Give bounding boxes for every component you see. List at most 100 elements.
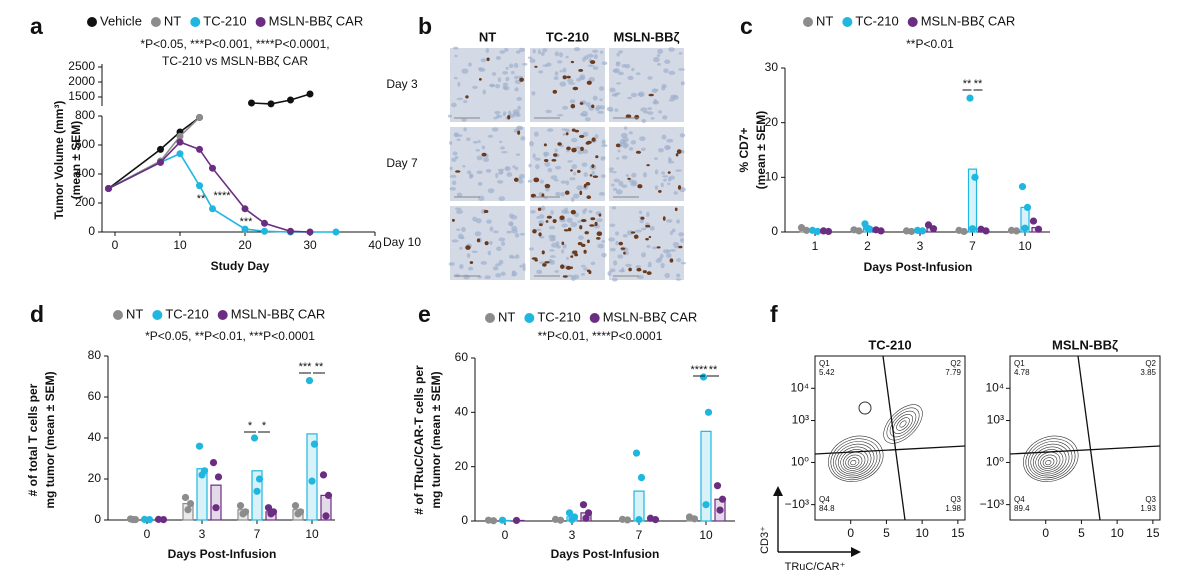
data-point bbox=[196, 145, 203, 153]
x-tick-label: 7 bbox=[636, 528, 643, 542]
nucleus bbox=[509, 256, 516, 259]
y-tick-label: 60 bbox=[88, 389, 102, 403]
nucleus bbox=[599, 50, 604, 54]
nucleus bbox=[630, 140, 637, 145]
legend-swatch bbox=[113, 310, 123, 320]
x-tick-label: 40 bbox=[368, 238, 382, 252]
stained-cell bbox=[552, 89, 558, 94]
nucleus bbox=[585, 102, 591, 108]
contour bbox=[1027, 441, 1073, 479]
nucleus bbox=[451, 180, 457, 186]
stained-cell bbox=[677, 185, 682, 190]
legend-swatch bbox=[255, 17, 266, 27]
data-point bbox=[324, 491, 333, 499]
nucleus bbox=[566, 78, 574, 83]
stained-cell bbox=[452, 218, 455, 222]
ihc-image bbox=[450, 127, 525, 201]
nucleus bbox=[522, 263, 526, 268]
y-tick-label: 10⁰ bbox=[986, 455, 1004, 469]
nucleus bbox=[642, 172, 647, 178]
nucleus bbox=[659, 253, 664, 259]
stained-cell bbox=[572, 250, 577, 254]
stained-cell bbox=[640, 216, 645, 220]
y-axis-label: mg tumor (mean ± SEM) bbox=[429, 371, 443, 508]
subtitle: **P<0.01 bbox=[906, 37, 954, 51]
stained-cell bbox=[571, 147, 577, 153]
nucleus bbox=[611, 93, 617, 97]
x-tick-label: 7 bbox=[254, 527, 261, 541]
data-point bbox=[212, 504, 220, 512]
data-point bbox=[198, 471, 206, 479]
nucleus bbox=[462, 164, 466, 168]
nucleus bbox=[617, 149, 621, 153]
nucleus bbox=[456, 209, 464, 215]
stained-cell bbox=[589, 224, 595, 227]
nucleus bbox=[485, 168, 492, 173]
nucleus bbox=[489, 226, 494, 232]
nucleus bbox=[472, 216, 478, 222]
contour bbox=[837, 446, 872, 475]
nucleus bbox=[518, 47, 525, 52]
nucleus bbox=[668, 99, 675, 102]
nucleus bbox=[639, 136, 646, 142]
data-point bbox=[824, 227, 833, 236]
nucleus bbox=[538, 214, 545, 219]
panel-letter: a bbox=[30, 13, 43, 39]
nucleus bbox=[448, 262, 455, 266]
nucleus bbox=[592, 49, 599, 53]
stained-cell bbox=[551, 158, 557, 162]
y-tick-label: 30 bbox=[765, 60, 779, 74]
bar bbox=[251, 470, 263, 521]
x-tick-label: 10 bbox=[173, 238, 187, 252]
nucleus bbox=[656, 54, 661, 58]
nucleus bbox=[599, 98, 603, 102]
nucleus bbox=[666, 138, 674, 143]
nucleus bbox=[463, 274, 470, 280]
nucleus bbox=[668, 70, 676, 75]
data-point bbox=[267, 510, 275, 518]
stained-cell bbox=[559, 215, 565, 221]
stained-cell bbox=[637, 184, 643, 189]
nucleus bbox=[502, 82, 509, 86]
nucleus bbox=[628, 146, 634, 151]
stained-cell bbox=[628, 267, 632, 272]
contour bbox=[1023, 435, 1079, 482]
nucleus bbox=[634, 229, 642, 233]
legend-swatch bbox=[803, 17, 813, 27]
y-tick-label: 60 bbox=[455, 350, 469, 364]
nucleus bbox=[532, 49, 536, 54]
contour bbox=[845, 454, 863, 469]
nucleus bbox=[554, 71, 559, 76]
nucleus bbox=[466, 253, 471, 258]
nucleus bbox=[601, 61, 608, 66]
data-point bbox=[813, 227, 822, 236]
outlier-gate bbox=[858, 401, 872, 415]
stained-cell bbox=[534, 65, 538, 68]
nucleus bbox=[562, 105, 569, 110]
nucleus bbox=[452, 46, 459, 50]
stained-cell bbox=[594, 221, 598, 227]
column-header: NT bbox=[479, 29, 496, 44]
data-point bbox=[968, 225, 977, 233]
nucleus bbox=[582, 56, 586, 63]
nucleus bbox=[637, 92, 641, 97]
data-point bbox=[582, 514, 590, 522]
nucleus bbox=[672, 242, 680, 247]
contour bbox=[840, 449, 869, 473]
nucleus bbox=[553, 179, 559, 182]
data-point bbox=[129, 515, 137, 524]
stained-cell bbox=[633, 234, 639, 239]
nucleus bbox=[598, 191, 606, 196]
significance: ** bbox=[315, 361, 324, 373]
contour bbox=[850, 460, 857, 466]
stained-cell bbox=[578, 134, 585, 138]
y-tick-label: 0 bbox=[94, 512, 101, 526]
nucleus bbox=[562, 243, 567, 249]
nucleus bbox=[519, 264, 523, 268]
nucleus bbox=[531, 91, 536, 96]
nucleus bbox=[652, 56, 660, 63]
nucleus bbox=[581, 162, 588, 167]
data-point bbox=[261, 227, 268, 235]
contour bbox=[1032, 446, 1067, 475]
nucleus bbox=[680, 261, 687, 265]
